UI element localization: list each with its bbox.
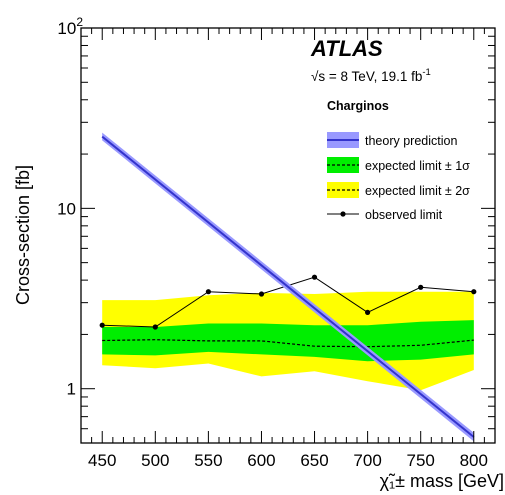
observed-limit-point — [152, 324, 158, 330]
energy-lumi-label: √s = 8 TeV, 19.1 fb-1 — [311, 67, 431, 84]
y-tick-label: 10 — [57, 199, 76, 218]
legend-theory-label: theory prediction — [365, 134, 457, 148]
expected-limit-1sigma-band-layer — [102, 320, 474, 362]
x-tick-label: 600 — [247, 451, 275, 470]
expected-limit-1sigma-band — [102, 320, 474, 362]
legend-1sigma-label: expected limit ± 1σ — [365, 159, 470, 173]
legend-title: Charginos — [327, 99, 389, 113]
legend: Charginos theory prediction expected lim… — [327, 99, 470, 222]
expected-limit-line-layer — [102, 339, 474, 348]
observed-limit-point — [471, 289, 477, 295]
x-axis-ticks: 450 500 550 600 650 700 750 800 — [88, 28, 488, 470]
theory-prediction-layer — [101, 132, 475, 442]
legend-2sigma-label: expected limit ± 2σ — [365, 184, 470, 198]
observed-limit-point — [99, 322, 105, 328]
x-tick-label: 500 — [141, 451, 169, 470]
x-tick-label: 750 — [407, 451, 435, 470]
y-tick-label: 102 — [57, 15, 83, 38]
y-axis-ticks: 1 10 102 — [57, 15, 495, 444]
observed-limit-point — [258, 291, 265, 297]
plot-frame — [80, 27, 496, 444]
observed-limit-point — [365, 309, 371, 315]
y-axis-title: Cross-section [fb] — [13, 165, 33, 305]
x-tick-label: 650 — [300, 451, 328, 470]
experiment-label: ATLAS — [310, 36, 383, 61]
observed-limit-point — [418, 284, 424, 290]
x-tick-label: 800 — [460, 451, 488, 470]
expected-limit-line — [102, 339, 474, 348]
observed-limit-point — [205, 289, 211, 295]
x-axis-title: χ̃₁± mass [GeV] — [380, 471, 504, 491]
theory-prediction-line — [101, 135, 475, 438]
x-tick-label: 450 — [88, 451, 116, 470]
observed-limit-point — [311, 274, 318, 280]
legend-observed-label: observed limit — [365, 208, 443, 222]
x-tick-label: 550 — [194, 451, 222, 470]
legend-observed-marker — [340, 211, 346, 217]
y-tick-label: 1 — [67, 380, 76, 399]
x-tick-label: 700 — [353, 451, 381, 470]
